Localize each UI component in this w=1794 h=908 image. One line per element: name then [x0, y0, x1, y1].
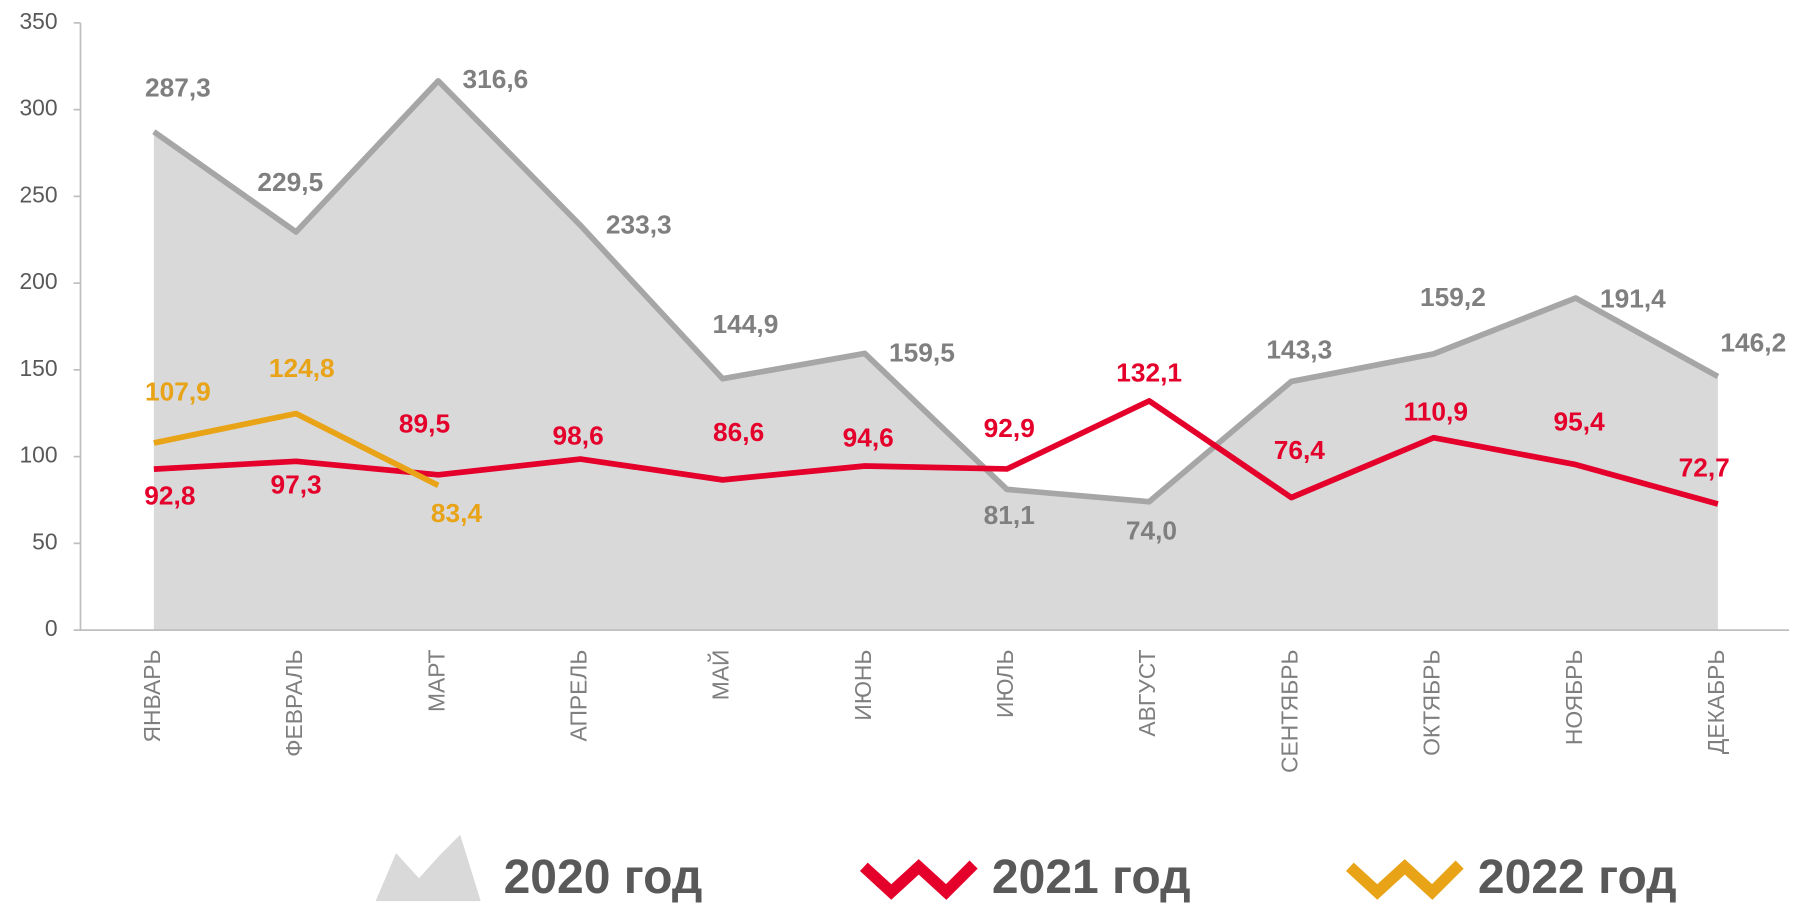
y-tick-label: 0 [45, 615, 58, 641]
data-label: 76,4 [1274, 435, 1326, 465]
y-tick-label: 100 [19, 442, 57, 468]
data-label: 124,8 [269, 353, 335, 383]
data-label: 191,4 [1600, 283, 1666, 313]
data-label: 98,6 [553, 420, 604, 450]
x-tick-label: АПРЕЛЬ [565, 650, 591, 742]
legend-icon [1345, 859, 1464, 900]
area [153, 80, 1718, 631]
data-label: 97,3 [270, 469, 321, 499]
y-tick-label: 300 [19, 95, 57, 121]
data-label: 92,9 [984, 413, 1035, 443]
x-tick-label: ИЮНЬ [850, 650, 876, 721]
legend-icon [375, 834, 481, 902]
legend-label: 2020 год [504, 851, 703, 904]
legend-label: 2022 год [1478, 851, 1677, 904]
x-tick-label: ИЮЛЬ [992, 650, 1018, 719]
data-label: 316,6 [463, 64, 529, 94]
y-tick-label: 50 [32, 528, 57, 554]
x-tick-label: ФЕВРАЛЬ [281, 650, 307, 757]
data-label: 94,6 [843, 423, 894, 453]
y-tick-label: 200 [19, 268, 57, 294]
y-tick-label: 350 [19, 8, 57, 34]
data-label: 89,5 [399, 409, 450, 439]
data-label: 229,5 [257, 167, 323, 197]
data-label: 159,2 [1420, 282, 1486, 312]
data-label: 233,3 [606, 209, 672, 239]
data-label: 81,1 [984, 500, 1035, 530]
data-label: 83,4 [431, 498, 483, 528]
line [152, 77, 1720, 505]
legend-label: 2021 год [992, 851, 1191, 904]
data-label: 146,2 [1720, 327, 1786, 357]
y-tick-label: 150 [19, 355, 57, 381]
legend-icon [859, 859, 978, 900]
y-tick-label: 250 [19, 181, 57, 207]
data-label: 143,3 [1266, 335, 1332, 365]
x-tick-label: МАЙ [708, 650, 734, 701]
line [153, 410, 440, 488]
data-label: 144,9 [713, 309, 779, 339]
x-tick-label: СЕНТЯБРЬ [1276, 650, 1302, 773]
x-tick-label: МАРТ [423, 650, 449, 713]
x-tick-label: ЯНВАРЬ [139, 650, 165, 743]
data-label: 74,0 [1126, 516, 1177, 546]
data-label: 92,8 [144, 481, 195, 511]
data-label: 86,6 [713, 417, 764, 447]
data-label: 72,7 [1679, 453, 1730, 483]
x-tick-label: ОКТЯБРЬ [1419, 650, 1445, 756]
data-label: 159,5 [889, 337, 955, 367]
x-tick-label: НОЯБРЬ [1561, 650, 1587, 746]
x-tick-label: АВГУСТ [1134, 650, 1160, 737]
data-label: 110,9 [1404, 397, 1468, 427]
data-label: 132,1 [1116, 358, 1182, 388]
data-label: 287,3 [145, 72, 211, 102]
data-label: 95,4 [1554, 406, 1606, 436]
x-tick-label: ДЕКАБРЬ [1703, 650, 1729, 755]
data-label: 107,9 [145, 377, 211, 407]
